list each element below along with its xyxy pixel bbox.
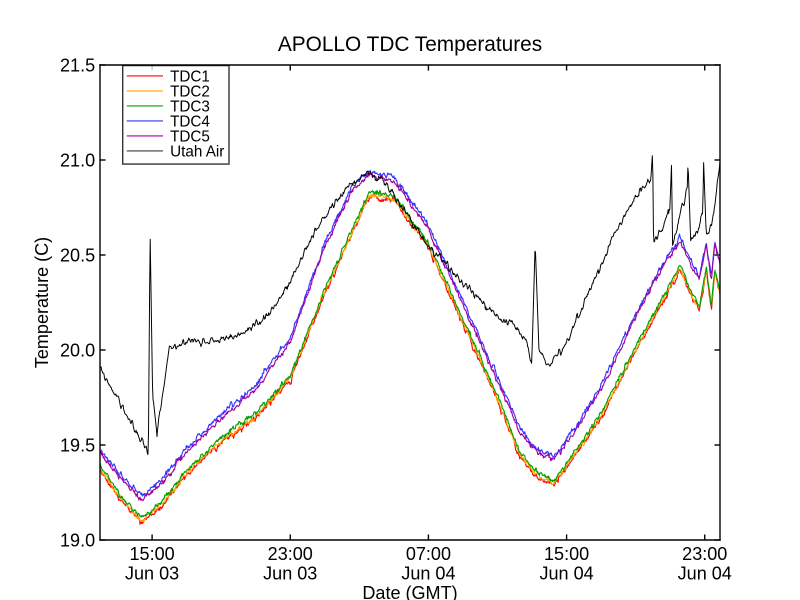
svg-text:23:00: 23:00 [682, 544, 727, 564]
svg-text:Jun 04: Jun 04 [539, 563, 593, 583]
svg-text:Jun 03: Jun 03 [263, 563, 317, 583]
svg-text:07:00: 07:00 [406, 544, 451, 564]
svg-text:APOLLO TDC Temperatures: APOLLO TDC Temperatures [278, 33, 542, 56]
svg-text:Jun 04: Jun 04 [678, 563, 732, 583]
svg-text:23:00: 23:00 [268, 544, 313, 564]
svg-text:21.0: 21.0 [60, 151, 95, 171]
svg-text:19.0: 19.0 [60, 531, 95, 551]
svg-text:15:00: 15:00 [130, 544, 175, 564]
svg-text:Jun 04: Jun 04 [401, 563, 455, 583]
svg-text:21.5: 21.5 [60, 56, 95, 76]
svg-text:20.5: 20.5 [60, 246, 95, 266]
svg-text:Utah Air: Utah Air [170, 143, 224, 160]
svg-text:Temperature (C): Temperature (C) [32, 237, 52, 368]
svg-text:Date (GMT): Date (GMT) [362, 583, 457, 600]
svg-text:20.0: 20.0 [60, 341, 95, 361]
svg-text:15:00: 15:00 [544, 544, 589, 564]
svg-text:Jun 03: Jun 03 [125, 563, 179, 583]
svg-text:19.5: 19.5 [60, 436, 95, 456]
